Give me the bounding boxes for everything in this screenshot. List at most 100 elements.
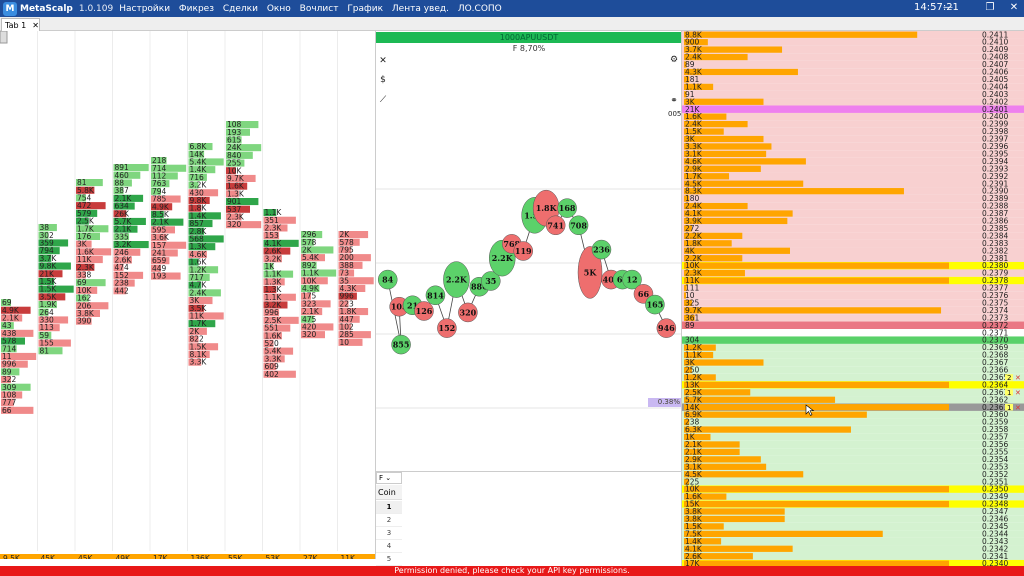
coin-row[interactable]: 2	[376, 514, 402, 527]
cluster-cell-label: 447	[340, 315, 355, 324]
cluster-cell	[338, 261, 363, 269]
tab-close-icon[interactable]: ✕	[32, 20, 39, 30]
volume-bar	[684, 255, 743, 262]
order-book-qty: 7.5K	[685, 529, 703, 538]
volume-bar	[684, 270, 745, 277]
cluster-footer-label: 55K	[228, 554, 244, 559]
order-book-qty: 3K	[685, 358, 696, 367]
cluster-cell	[188, 250, 207, 258]
order-book-qty: 4.6K	[685, 157, 703, 166]
cluster-cell-label: 1.8K	[190, 204, 208, 213]
order-book-price: 0.2368	[982, 351, 1008, 360]
cluster-cell-label: 996	[2, 360, 17, 369]
trade-bubble-label: 1.8K	[536, 203, 558, 213]
close-icon[interactable]: ✕	[379, 56, 387, 66]
order-book[interactable]: 8.8K 0.2411 900 0.2410 3.7K 0.2409 2.4K 0.2408 8…	[682, 31, 1024, 566]
order-book-row	[682, 38, 1024, 46]
cluster-cell-label: 794	[40, 246, 55, 255]
cluster-cell	[113, 210, 127, 218]
menu-item-extra[interactable]: ЛО.СОПО	[457, 3, 502, 14]
cluster-cell-label: 193	[227, 128, 242, 137]
volume-bar	[684, 381, 949, 388]
cluster-cell	[263, 301, 288, 309]
cluster-cell	[188, 235, 224, 243]
cluster-cell-label: 714	[152, 164, 167, 173]
order-book-price: 0.2386	[982, 217, 1008, 226]
cluster-footer	[0, 554, 38, 559]
tab-1[interactable]: Tab 1 ✕	[1, 18, 40, 31]
line-chart-icon[interactable]: ⟋	[379, 95, 387, 105]
close-window-icon[interactable]: ✕	[1009, 2, 1019, 13]
order-book-qty: 1K	[685, 433, 696, 442]
volume-bar	[684, 500, 949, 508]
cluster-cell	[113, 287, 127, 295]
chart-panel[interactable]: 1000APUUSDT F 8,70% ✕ $ ⟋ ⚙ ⚭ 005 84 855 1…	[376, 31, 682, 566]
cluster-cell-label: 9.8K	[190, 196, 208, 205]
cluster-cell-label: 9.7K	[227, 174, 245, 183]
order-book-qty: 10	[685, 291, 695, 300]
cluster-cell	[151, 164, 187, 172]
coin-row[interactable]: 5	[376, 553, 402, 566]
cluster-cell-label: 162	[77, 294, 92, 303]
volume-bar	[684, 165, 761, 172]
cluster-cell	[76, 232, 100, 240]
volume-bar	[684, 225, 692, 232]
cluster-footer-label: 17K	[153, 554, 169, 559]
order-book-qty: 238	[685, 418, 700, 427]
volume-bar	[684, 46, 783, 53]
cluster-cell	[188, 312, 224, 320]
cluster-cell-label: 330	[40, 316, 55, 325]
menu-item-notifications[interactable]: Лента увед.	[391, 3, 449, 14]
cluster-cell	[188, 297, 213, 305]
cluster-cell-label: 388	[340, 261, 355, 270]
cluster-cell-label: 335	[115, 232, 130, 241]
minimize-icon[interactable]: —	[943, 2, 953, 13]
menu-item-fixrez[interactable]: Фикрез	[178, 3, 214, 14]
menu-item-watchlist[interactable]: Вочлист	[299, 3, 339, 14]
cluster-cell-label: 255	[227, 159, 242, 168]
menu-item-settings[interactable]: Настройки	[119, 3, 171, 14]
restore-icon[interactable]: ❐	[985, 2, 995, 13]
menu-item-trades[interactable]: Сделки	[222, 3, 258, 14]
cluster-cell	[188, 189, 219, 197]
volume-bar	[684, 240, 732, 247]
cluster-cell-label: 568	[190, 235, 205, 244]
order-book-qty: 21K	[685, 105, 701, 114]
order-book-row	[682, 545, 1024, 553]
cluster-cell	[263, 286, 277, 294]
cluster-cell-label: 794	[152, 187, 167, 196]
cluster-cell-label: 3.7K	[40, 254, 58, 263]
cluster-cell-label: 35	[340, 276, 350, 285]
cluster-cell	[338, 269, 355, 277]
cluster-cell	[151, 272, 181, 280]
volume-bar	[684, 404, 949, 411]
menu-item-window[interactable]: Окно	[266, 3, 291, 14]
cluster-footer-label: 11K	[341, 554, 357, 559]
order-book-price: 0.2346	[982, 515, 1008, 524]
cluster-cell-label: 901	[227, 197, 242, 206]
cluster-cell-label: 11K	[190, 312, 206, 321]
order-book-row	[682, 165, 1024, 173]
coin-header: Coin	[376, 485, 402, 500]
order-book-qty: 3.7K	[685, 45, 703, 54]
order-book-price: 0.2394	[982, 157, 1008, 166]
coin-row[interactable]: 3	[376, 527, 402, 540]
volume-bar	[684, 374, 716, 381]
cluster-panel[interactable]: 69 4.9K 2.1K 43 438 578 714 11 996 89 322 309 108 777…	[0, 31, 376, 559]
cluster-cell-label: 2.4K	[190, 288, 208, 297]
coin-selector[interactable]: F ⌄	[376, 472, 402, 484]
menu-item-chart[interactable]: График	[347, 3, 384, 14]
link-icon[interactable]: ⚭	[670, 96, 678, 106]
cursor-icon	[805, 404, 815, 416]
coin-row[interactable]: 1	[376, 501, 402, 514]
order-book-price: 0.2397	[982, 135, 1008, 144]
gear-icon[interactable]: ⚙	[669, 55, 679, 65]
volume-bar	[684, 456, 761, 463]
cluster-cell-label: 241	[152, 249, 167, 258]
order-book-price: 0.2342	[982, 544, 1008, 553]
dollar-icon[interactable]: $	[380, 75, 386, 85]
cluster-cell	[38, 331, 52, 339]
cluster-footer	[187, 554, 225, 559]
cluster-cell	[38, 285, 74, 293]
coin-row[interactable]: 4	[376, 540, 402, 553]
